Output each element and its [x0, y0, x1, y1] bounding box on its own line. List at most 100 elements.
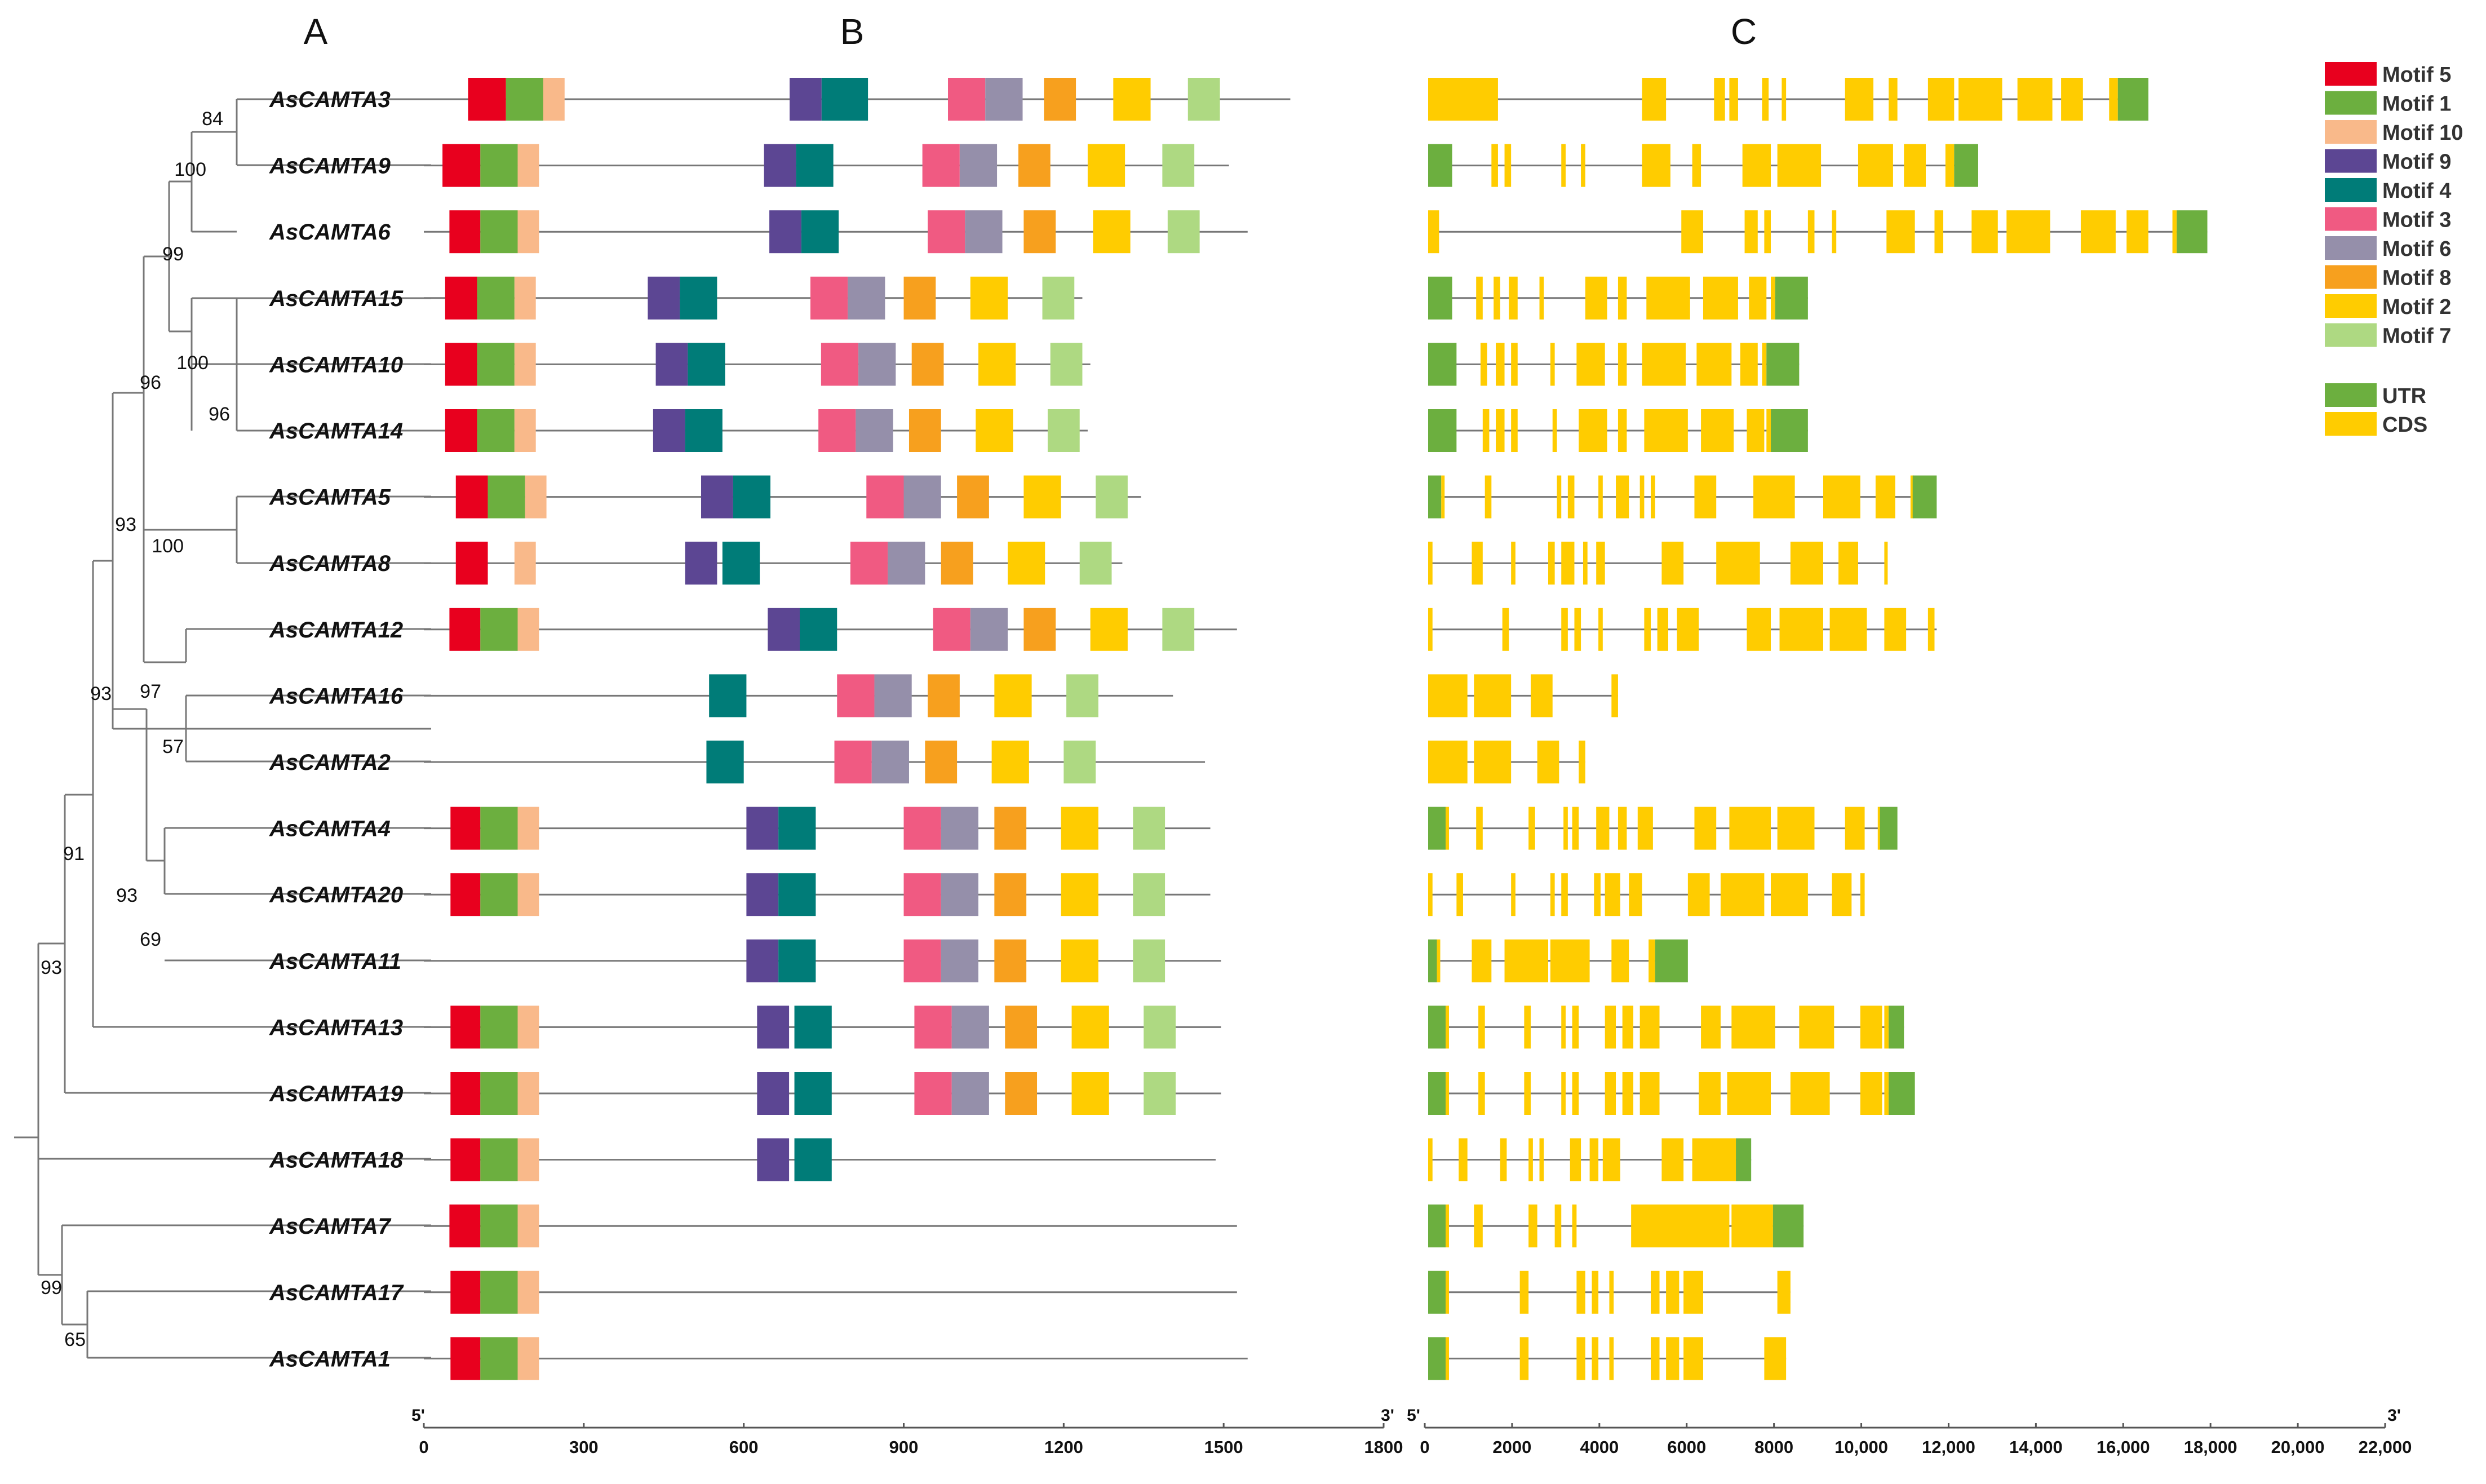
- cds-segment: [1875, 475, 1895, 519]
- cds-segment: [1642, 343, 1686, 386]
- motif1-box: [480, 1270, 518, 1314]
- cds-segment: [1480, 343, 1487, 386]
- utr-segment: [1655, 939, 1688, 982]
- bootstrap-value: 93: [115, 514, 136, 535]
- cds-segment: [1561, 1005, 1566, 1049]
- motif1-box: [488, 475, 525, 519]
- cds-segment: [1572, 807, 1579, 850]
- motif2-box: [978, 343, 1016, 386]
- motif7-box: [1133, 873, 1166, 916]
- motif1-box: [480, 144, 518, 187]
- cds-segment: [1790, 1072, 1830, 1115]
- cds-segment: [1576, 1270, 1585, 1314]
- cds-segment: [1823, 475, 1860, 519]
- cds-segment: [2080, 210, 2116, 254]
- motif4-box: [794, 1005, 832, 1049]
- motif6-box: [858, 343, 896, 386]
- motif1-box: [480, 1072, 518, 1115]
- cds-segment: [1609, 1337, 1614, 1380]
- motif7-box: [1047, 409, 1080, 452]
- cds-segment: [1511, 343, 1518, 386]
- cds-segment: [1579, 409, 1607, 452]
- gene-label: AsCAMTA17: [269, 1281, 404, 1305]
- cds-segment: [1694, 807, 1717, 850]
- cds-segment: [1596, 807, 1610, 850]
- legend-label: UTR: [2382, 384, 2426, 408]
- motif6-box: [888, 542, 925, 585]
- cds-segment: [1605, 1005, 1616, 1049]
- cds-segment: [1579, 741, 1585, 783]
- cds-segment: [1572, 1005, 1579, 1049]
- motif4-box: [796, 144, 834, 187]
- legend-label: Motif 1: [2382, 92, 2451, 116]
- panel-label-a: A: [304, 11, 328, 52]
- motif8-box: [994, 873, 1027, 916]
- motif8-box: [925, 741, 958, 783]
- motif10-box: [517, 1204, 539, 1248]
- motif3-box: [928, 210, 965, 254]
- gene-label: AsCAMTA14: [269, 419, 403, 444]
- gene-length-axis: 5' 3' 0 2000 4000 6000 8000 10,000 12,000 14,00…: [1407, 1406, 2412, 1457]
- panel-label-c: C: [1731, 11, 1757, 52]
- motif6-box: [951, 1005, 989, 1049]
- cds-segment: [1428, 608, 1433, 651]
- motif3-box: [903, 939, 941, 982]
- cds-segment: [1727, 1072, 1771, 1115]
- cds-segment: [1531, 674, 1553, 717]
- motif7-box: [1162, 144, 1195, 187]
- motif8-box: [911, 343, 944, 386]
- motif2-box: [1061, 807, 1098, 850]
- bootstrap-value: 69: [140, 929, 161, 950]
- cds-segment: [1886, 210, 1915, 254]
- cds-segment: [1550, 939, 1590, 982]
- motif5-legend-swatch: [2325, 62, 2377, 86]
- utr-segment: [1772, 1204, 1804, 1248]
- motif3-box: [818, 409, 856, 452]
- motif9-box: [648, 276, 680, 320]
- gene-label: AsCAMTA12: [269, 618, 403, 643]
- motif4-box: [680, 276, 717, 320]
- axis-tick-label: 600: [729, 1437, 759, 1457]
- motif6-box: [903, 475, 941, 519]
- motif1-box: [477, 409, 515, 452]
- cds-segment: [1616, 475, 1629, 519]
- motif5-box: [450, 1138, 481, 1181]
- cds-segment: [1548, 542, 1555, 585]
- utr-segment: [1428, 1005, 1446, 1049]
- axis-tick-label: 1200: [1044, 1437, 1083, 1457]
- cds-segment: [1561, 144, 1566, 187]
- motif9-box: [757, 1005, 790, 1049]
- cds-segment: [1971, 210, 1998, 254]
- motif8-box: [909, 409, 941, 452]
- cds-segment: [1622, 1072, 1634, 1115]
- cds-segment: [1445, 1072, 1449, 1115]
- motif9-box: [746, 939, 779, 982]
- bootstrap-value: 65: [64, 1329, 86, 1350]
- motif4-box: [778, 807, 816, 850]
- motif6-box: [970, 608, 1008, 651]
- cds-segment: [1771, 873, 1808, 916]
- utr-segment: [1428, 409, 1457, 452]
- gene-label: AsCAMTA7: [269, 1214, 392, 1239]
- cds-segment: [1692, 1138, 1736, 1181]
- cds-segment: [1666, 1337, 1680, 1380]
- utr-segment: [1766, 343, 1800, 386]
- motif8-box: [1005, 1005, 1038, 1049]
- cds-segment: [1611, 939, 1629, 982]
- cds-segment: [1884, 542, 1888, 585]
- axis-three-prime-label: 3': [2387, 1406, 2401, 1425]
- motif2-box: [1023, 475, 1061, 519]
- motif9-box: [746, 807, 779, 850]
- cds-segment: [1832, 873, 1852, 916]
- utr-segment: [1428, 276, 1452, 320]
- motif2-box: [991, 741, 1029, 783]
- cds-segment: [1884, 1072, 1889, 1115]
- bootstrap-value: 93: [41, 957, 62, 978]
- motif2-box: [1090, 608, 1128, 651]
- motif2-box: [1061, 939, 1098, 982]
- axis-tick-label: 300: [569, 1437, 599, 1457]
- motif7-box: [1167, 210, 1200, 254]
- motif3-box: [903, 807, 941, 850]
- cds-segment: [1860, 1005, 1882, 1049]
- cds-segment: [1629, 873, 1642, 916]
